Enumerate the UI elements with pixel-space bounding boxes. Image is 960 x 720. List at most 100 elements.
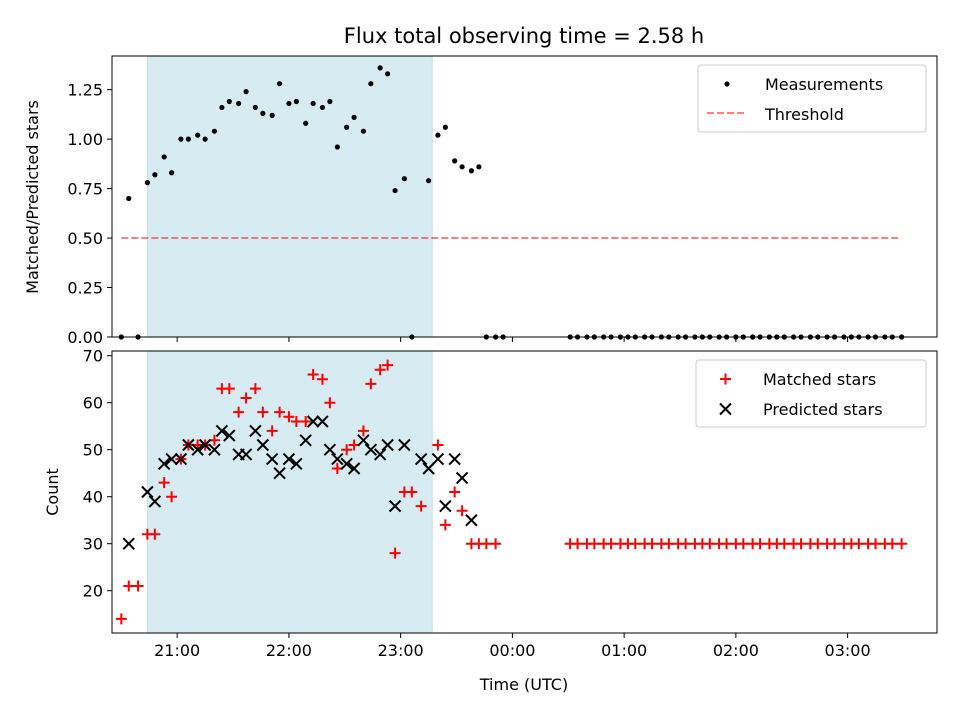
top-y-axis: 0.00 0.25 0.50 0.75 1.00 1.25 xyxy=(67,81,112,347)
measurement-point xyxy=(168,170,175,176)
matched-star-point xyxy=(853,538,865,550)
predicted-star-point xyxy=(239,448,253,461)
measurement-point xyxy=(152,172,158,178)
bottom-legend: Matched stars Predicted stars xyxy=(695,359,927,428)
matched-star-point xyxy=(754,538,766,550)
predicted-star-point xyxy=(422,462,435,475)
matched-star-point xyxy=(341,444,353,456)
predicted-star-point xyxy=(340,457,353,471)
legend-predicted-label: Predicted stars xyxy=(763,400,883,419)
matched-star-point xyxy=(115,613,127,625)
bottom-axes-frame xyxy=(111,350,938,634)
measurement-point xyxy=(178,136,184,142)
matched-star-point xyxy=(449,486,461,498)
x-tick-label: 23:00 xyxy=(378,641,424,660)
x-tick-label: 03:00 xyxy=(825,641,871,660)
bottom-y-axis-label: Count xyxy=(43,468,62,516)
predicted-star-point xyxy=(273,466,286,480)
legend-predicted-marker xyxy=(719,402,732,416)
predicted-star-point xyxy=(282,452,296,466)
predicted-star-point xyxy=(198,438,212,452)
matched-star-point xyxy=(737,538,749,550)
x-axis-label: Time (UTC) xyxy=(479,675,568,694)
matched-star-point xyxy=(439,519,451,531)
predicted-star-point xyxy=(455,471,469,485)
matched-star-point xyxy=(283,411,295,423)
x-tick-label: 01:00 xyxy=(601,641,647,660)
predicted-star-point xyxy=(265,452,279,466)
measurement-point xyxy=(425,178,432,184)
matched-star-point xyxy=(389,547,401,559)
x-tick-label: 22:00 xyxy=(266,641,312,660)
measurement-point xyxy=(226,98,232,105)
matched-star-point xyxy=(680,538,692,550)
predicted-star-point xyxy=(306,415,320,428)
matched-star-point xyxy=(432,439,444,451)
predicted-star-point xyxy=(290,457,303,471)
top-x-axis xyxy=(176,337,849,342)
predicted-star-point xyxy=(323,443,337,456)
measurement-point xyxy=(260,110,266,116)
measurement-point xyxy=(310,100,316,107)
predicted-star-point xyxy=(223,429,236,442)
predicted-star-point xyxy=(165,452,178,466)
predicted-star-point xyxy=(208,443,221,456)
measurement-point xyxy=(435,132,441,138)
measurement-point xyxy=(252,104,258,111)
measurement-point xyxy=(476,164,482,170)
matched-star-point xyxy=(886,538,898,550)
legend-matched-label: Matched stars xyxy=(763,370,876,389)
y-tick-label: 1.00 xyxy=(67,130,103,149)
measurement-point xyxy=(360,128,367,134)
legend-measurements-label: Measurements xyxy=(765,75,883,94)
y-tick-label: 0.50 xyxy=(67,229,103,248)
legend-measurements-marker xyxy=(724,81,730,87)
matched-star-point xyxy=(406,486,418,498)
chart-title: Flux total observing time = 2.58 h xyxy=(344,24,704,48)
matched-star-point xyxy=(663,538,675,550)
matched-star-point xyxy=(480,538,492,550)
y-tick-label: 40 xyxy=(83,488,103,507)
measurement-point xyxy=(442,124,448,130)
measurement-point xyxy=(377,65,383,71)
measurement-point xyxy=(468,168,475,174)
predicted-star-point xyxy=(414,452,428,466)
y-tick-label: 70 xyxy=(83,347,103,366)
legend-threshold-label: Threshold xyxy=(764,105,844,124)
top-legend: Measurements Threshold xyxy=(697,64,927,133)
matched-star-point xyxy=(290,416,302,427)
top-plot-marks xyxy=(118,65,905,340)
predicted-star-point xyxy=(331,452,344,466)
y-tick-label: 0.00 xyxy=(67,328,103,347)
predicted-star-point xyxy=(174,452,188,466)
measurement-point xyxy=(368,81,374,87)
measurement-point xyxy=(277,81,283,87)
matched-star-point xyxy=(123,580,135,592)
predicted-star-point xyxy=(141,485,154,499)
predicted-star-point xyxy=(256,438,270,452)
measurement-point xyxy=(392,187,398,194)
measurement-point xyxy=(202,136,208,142)
matched-star-point xyxy=(572,538,584,550)
matched-star-point xyxy=(132,580,144,592)
matched-star-point xyxy=(266,425,278,437)
matched-star-point xyxy=(490,538,502,550)
matched-star-point xyxy=(721,538,733,550)
top-y-axis-label: Matched/Predicted stars xyxy=(23,100,42,294)
measurement-point xyxy=(269,112,275,118)
bottom-x-axis: 21:00 22:00 23:00 00:00 01:00 02:00 03:00 xyxy=(154,633,871,660)
predicted-star-point xyxy=(148,495,162,508)
top-panel: 0.00 0.25 0.50 0.75 1.00 1.25 Matched/Predict… xyxy=(23,55,938,347)
predicted-star-point xyxy=(215,424,229,438)
predicted-star-point xyxy=(157,457,171,471)
y-tick-label: 20 xyxy=(83,582,103,601)
predicted-star-point xyxy=(373,448,387,461)
matched-star-point xyxy=(166,491,178,503)
matched-star-point xyxy=(829,538,841,550)
predicted-star-point xyxy=(347,462,361,475)
matched-star-point xyxy=(646,538,658,550)
measurement-point xyxy=(195,132,201,138)
bottom-plot-marks xyxy=(115,359,908,625)
measurement-point xyxy=(351,114,357,120)
y-tick-label: 1.25 xyxy=(67,81,103,100)
